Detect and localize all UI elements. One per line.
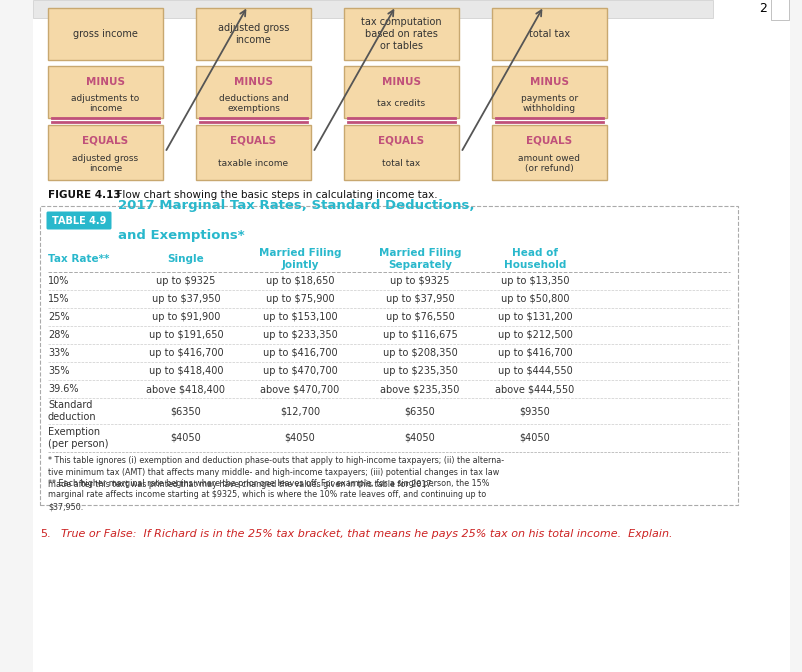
Text: tax computation
based on rates
or tables: tax computation based on rates or tables [361, 17, 441, 50]
Text: up to $91,900: up to $91,900 [152, 312, 220, 322]
Text: TABLE 4.9: TABLE 4.9 [52, 216, 106, 226]
Text: up to $50,800: up to $50,800 [500, 294, 569, 304]
FancyBboxPatch shape [196, 125, 310, 180]
Text: up to $191,650: up to $191,650 [148, 330, 223, 340]
Text: up to $153,100: up to $153,100 [262, 312, 337, 322]
Text: $6350: $6350 [170, 406, 201, 416]
Text: above $444,550: above $444,550 [495, 384, 574, 394]
Text: above $235,350: above $235,350 [380, 384, 459, 394]
Text: up to $13,350: up to $13,350 [500, 276, 569, 286]
FancyBboxPatch shape [33, 0, 712, 18]
Text: EQUALS: EQUALS [378, 135, 424, 145]
FancyBboxPatch shape [196, 66, 310, 118]
Text: MINUS: MINUS [233, 77, 273, 87]
Text: ** Each higher marginal rate begins where the prior one leaves off. For example,: ** Each higher marginal rate begins wher… [48, 478, 489, 511]
FancyBboxPatch shape [492, 66, 606, 118]
Text: up to $131,200: up to $131,200 [497, 312, 572, 322]
Text: $4050: $4050 [284, 433, 315, 443]
Text: up to $75,900: up to $75,900 [265, 294, 334, 304]
FancyBboxPatch shape [48, 8, 163, 60]
Text: Married Filing
Jointly: Married Filing Jointly [258, 248, 341, 269]
FancyBboxPatch shape [770, 0, 788, 20]
Text: up to $233,350: up to $233,350 [262, 330, 337, 340]
Text: $6350: $6350 [404, 406, 435, 416]
Text: MINUS: MINUS [529, 77, 569, 87]
FancyBboxPatch shape [48, 125, 163, 180]
Text: adjusted gross
income: adjusted gross income [72, 154, 139, 173]
Text: 28%: 28% [48, 330, 70, 340]
Text: Tax Rate**: Tax Rate** [48, 254, 109, 264]
Text: EQUALS: EQUALS [526, 135, 572, 145]
FancyBboxPatch shape [33, 0, 789, 672]
Text: amount owed
(or refund): amount owed (or refund) [518, 154, 580, 173]
Text: up to $416,700: up to $416,700 [148, 348, 223, 358]
Text: gross income: gross income [73, 29, 138, 39]
Text: EQUALS: EQUALS [83, 135, 128, 145]
Text: $4050: $4050 [519, 433, 549, 443]
Text: up to $418,400: up to $418,400 [148, 366, 223, 376]
Text: up to $116,675: up to $116,675 [382, 330, 457, 340]
Text: up to $235,350: up to $235,350 [382, 366, 457, 376]
Text: Single: Single [168, 254, 205, 264]
Text: up to $18,650: up to $18,650 [265, 276, 334, 286]
Text: up to $212,500: up to $212,500 [497, 330, 572, 340]
Text: 25%: 25% [48, 312, 70, 322]
FancyBboxPatch shape [48, 66, 163, 118]
Text: 2017 Marginal Tax Rates, Standard Deductions,: 2017 Marginal Tax Rates, Standard Deduct… [118, 199, 474, 212]
Text: total tax: total tax [382, 159, 420, 168]
Text: up to $470,700: up to $470,700 [262, 366, 337, 376]
Text: and Exemptions*: and Exemptions* [118, 229, 245, 242]
Text: up to $37,950: up to $37,950 [152, 294, 220, 304]
FancyBboxPatch shape [47, 212, 111, 230]
Text: * This table ignores (i) exemption and deduction phase-outs that apply to high-i: * This table ignores (i) exemption and d… [48, 456, 504, 489]
Text: $4050: $4050 [404, 433, 435, 443]
Text: up to $76,550: up to $76,550 [385, 312, 454, 322]
Text: up to $444,550: up to $444,550 [497, 366, 572, 376]
Text: deductions and
exemptions: deductions and exemptions [218, 93, 288, 113]
Text: 15%: 15% [48, 294, 70, 304]
Text: total tax: total tax [529, 29, 569, 39]
Text: EQUALS: EQUALS [230, 135, 276, 145]
Text: up to $9325: up to $9325 [156, 276, 216, 286]
Text: $9350: $9350 [519, 406, 549, 416]
Text: 33%: 33% [48, 348, 69, 358]
Text: tax credits: tax credits [377, 99, 425, 108]
Text: FIGURE 4.13: FIGURE 4.13 [48, 190, 120, 200]
FancyBboxPatch shape [492, 125, 606, 180]
Text: 35%: 35% [48, 366, 70, 376]
Text: True or False:  If Richard is in the 25% tax bracket, that means he pays 25% tax: True or False: If Richard is in the 25% … [54, 530, 671, 539]
Text: adjustments to
income: adjustments to income [71, 93, 140, 113]
Text: 39.6%: 39.6% [48, 384, 79, 394]
Text: MINUS: MINUS [86, 77, 125, 87]
Text: taxable income: taxable income [218, 159, 288, 168]
Text: $4050: $4050 [170, 433, 201, 443]
Text: up to $208,350: up to $208,350 [382, 348, 457, 358]
Text: payments or
withholding: payments or withholding [520, 93, 577, 113]
Text: up to $9325: up to $9325 [390, 276, 449, 286]
Text: above $418,400: above $418,400 [146, 384, 225, 394]
Text: above $470,700: above $470,700 [260, 384, 339, 394]
Text: up to $416,700: up to $416,700 [497, 348, 572, 358]
FancyBboxPatch shape [343, 8, 459, 60]
Text: Married Filing
Separately: Married Filing Separately [379, 248, 460, 269]
Text: $12,700: $12,700 [280, 406, 320, 416]
Text: MINUS: MINUS [382, 77, 420, 87]
FancyBboxPatch shape [343, 66, 459, 118]
Text: up to $37,950: up to $37,950 [385, 294, 454, 304]
Text: Head of
Household: Head of Household [503, 248, 565, 269]
Text: adjusted gross
income: adjusted gross income [217, 24, 289, 45]
FancyBboxPatch shape [343, 125, 459, 180]
Text: Flow chart showing the basic steps in calculating income tax.: Flow chart showing the basic steps in ca… [110, 190, 437, 200]
Text: 5.: 5. [40, 530, 51, 539]
Text: 10%: 10% [48, 276, 69, 286]
Text: Standard
deduction: Standard deduction [48, 401, 96, 422]
FancyBboxPatch shape [492, 8, 606, 60]
FancyBboxPatch shape [196, 8, 310, 60]
Text: 2: 2 [758, 3, 766, 15]
Text: Exemption
(per person): Exemption (per person) [48, 427, 108, 449]
Text: up to $416,700: up to $416,700 [262, 348, 337, 358]
